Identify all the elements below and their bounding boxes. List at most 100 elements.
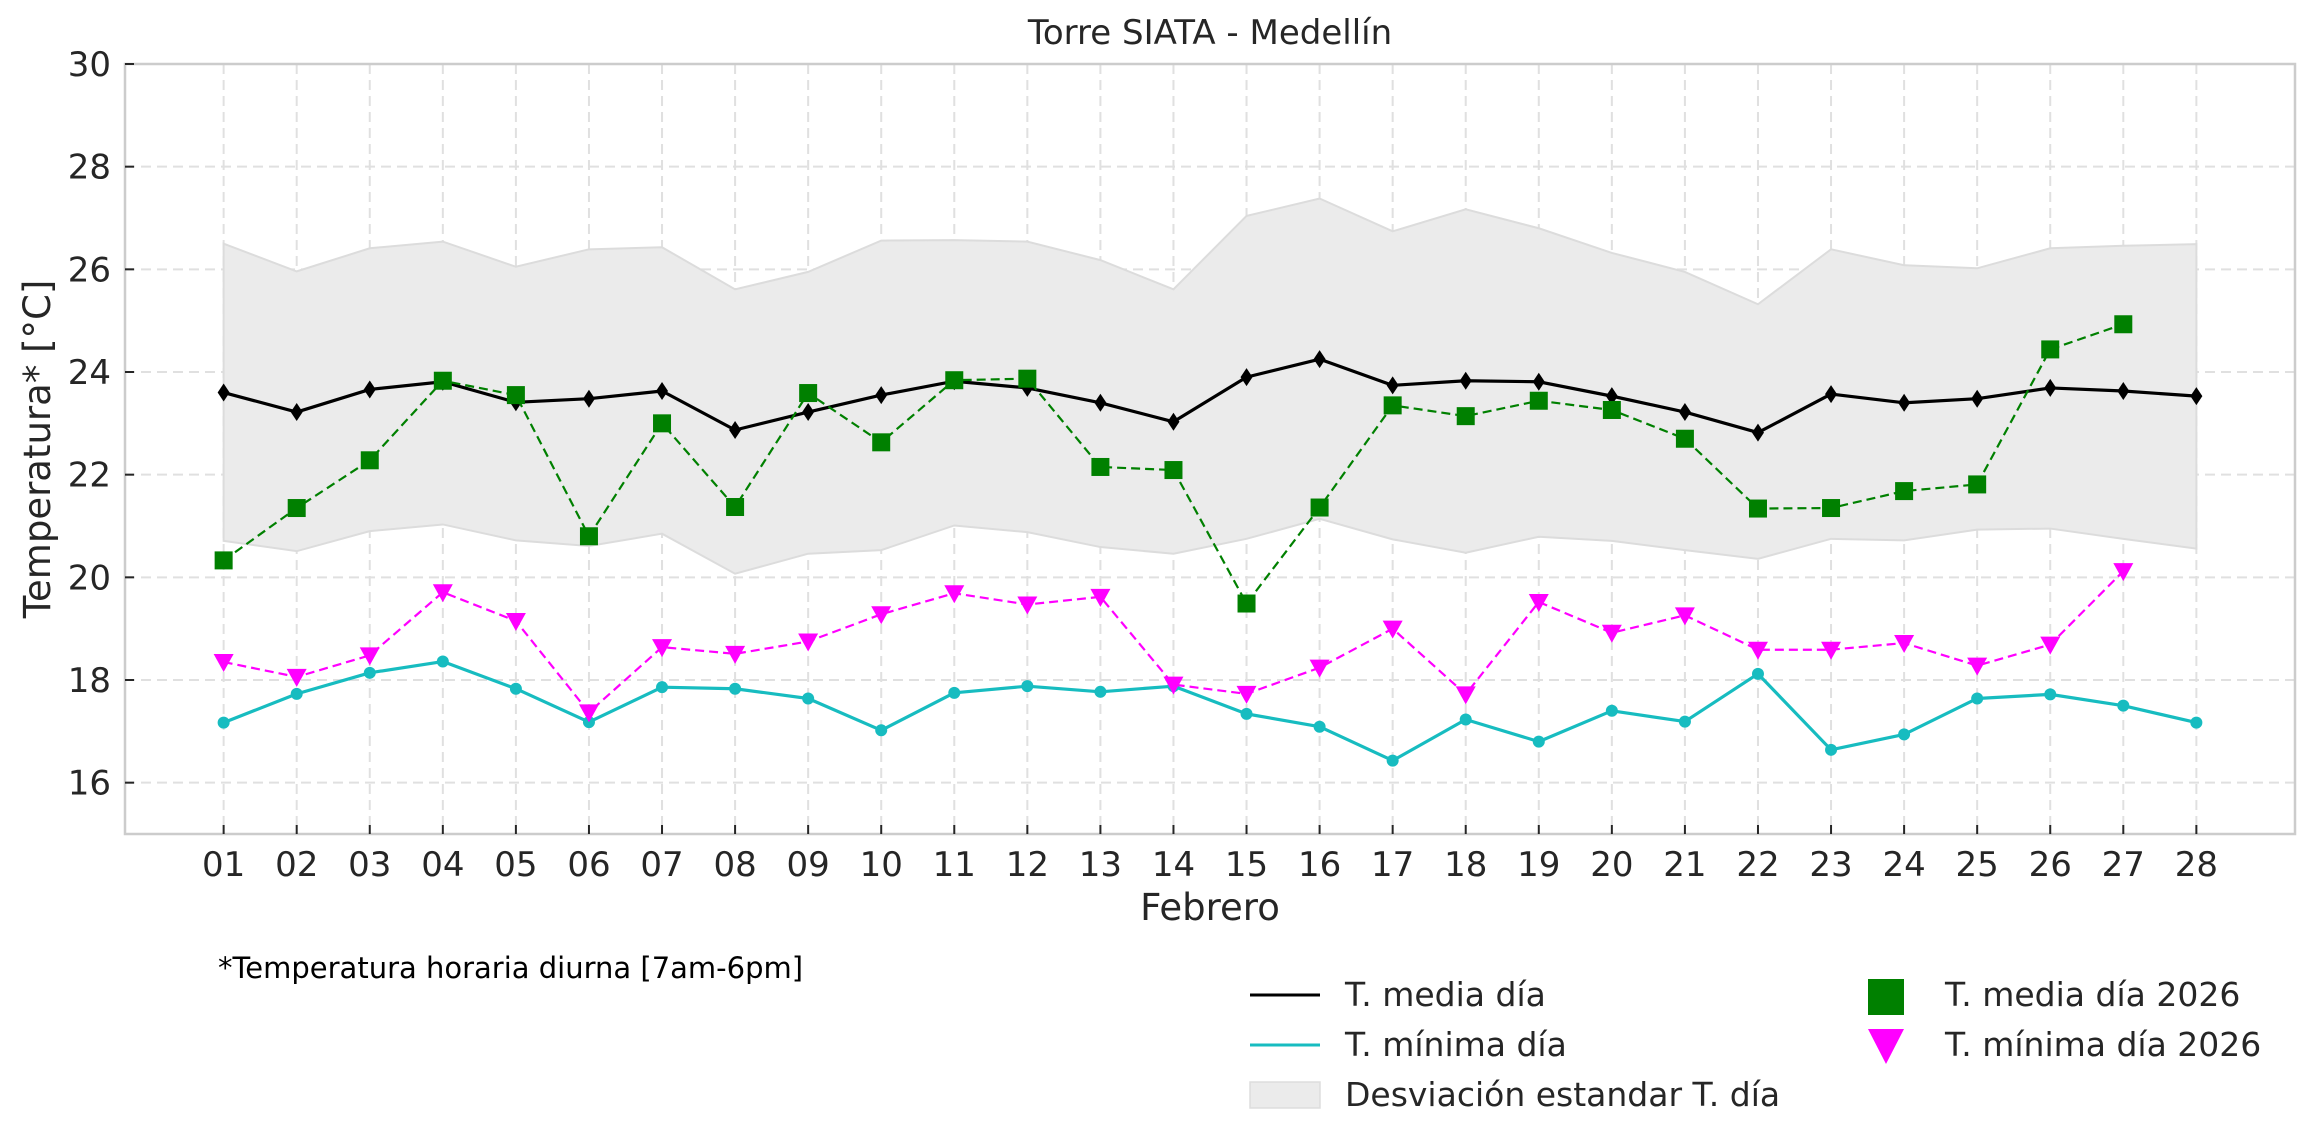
series-line	[223, 659, 2197, 763]
x-tick-label: 18	[1444, 845, 1487, 885]
data-point	[290, 403, 303, 422]
data-point	[433, 371, 452, 390]
y-tick-label: 16	[68, 764, 111, 804]
data-point	[1821, 641, 1842, 660]
data-point	[1894, 635, 1915, 654]
data-point	[1674, 607, 1695, 626]
x-tick-label: 20	[1590, 845, 1633, 885]
data-point	[2041, 340, 2060, 359]
legend-swatch-mean-2026	[1868, 979, 1904, 1015]
x-tick-label: 06	[567, 845, 610, 885]
y-tick-label: 22	[68, 456, 111, 496]
data-point	[505, 612, 526, 631]
y-tick-label: 26	[68, 250, 111, 290]
data-point	[432, 584, 453, 603]
y-tick-label: 30	[68, 45, 111, 85]
data-point	[1164, 461, 1183, 480]
data-point	[944, 585, 965, 604]
x-tick-label: 17	[1371, 845, 1414, 885]
x-tick-label: 03	[348, 845, 391, 885]
data-point	[875, 386, 888, 405]
data-point	[1895, 482, 1914, 501]
data-point	[802, 403, 815, 422]
data-point	[506, 386, 525, 405]
data-point	[2190, 387, 2203, 406]
data-point	[2040, 636, 2061, 655]
x-axis-label: Febrero	[1140, 886, 1280, 929]
legend-swatch-std	[1249, 1081, 1321, 1109]
data-point	[1601, 624, 1622, 643]
data-point	[1605, 704, 1618, 717]
data-point	[1456, 407, 1475, 426]
data-point	[1532, 372, 1545, 391]
data-point	[1386, 754, 1399, 767]
data-point	[286, 668, 307, 687]
data-point	[578, 704, 599, 723]
data-point	[1240, 707, 1253, 720]
data-point	[948, 686, 961, 699]
data-point	[363, 666, 376, 679]
x-tick-label: 24	[1882, 845, 1925, 885]
data-point	[802, 692, 815, 705]
series-t-media-d-a-2026	[214, 315, 2133, 613]
legend: T. media día T. mínima día Desviación es…	[1249, 975, 2261, 1114]
data-point	[729, 682, 742, 695]
x-tick-label: 04	[421, 845, 464, 885]
footnote: *Temperatura horaria diurna [7am-6pm]	[218, 951, 803, 985]
series-line	[223, 570, 2125, 714]
data-point	[1898, 728, 1911, 741]
data-point	[1532, 735, 1545, 748]
data-point	[359, 647, 380, 666]
data-point	[652, 639, 673, 658]
legend-label-mean-2026: T. media día 2026	[1944, 975, 2240, 1014]
data-point	[2117, 381, 2130, 400]
x-tick-label: 28	[2175, 845, 2218, 885]
data-point	[1675, 429, 1694, 448]
data-point	[1382, 620, 1403, 639]
data-point	[1017, 596, 1038, 615]
data-point	[1167, 412, 1180, 431]
y-tick-label: 18	[68, 661, 111, 701]
data-point	[1163, 676, 1184, 695]
data-point	[1459, 371, 1472, 390]
data-point	[217, 383, 230, 402]
data-point	[656, 681, 669, 694]
y-tick-label: 20	[68, 558, 111, 598]
data-point	[2114, 315, 2133, 334]
x-tick-label: 11	[933, 845, 976, 885]
data-point	[1751, 667, 1764, 680]
data-point	[1967, 657, 1988, 676]
std-deviation-band	[222, 197, 2198, 575]
x-tick-label: 14	[1152, 845, 1195, 885]
x-tick-label: 02	[275, 845, 318, 885]
data-point	[360, 451, 379, 470]
data-point	[1236, 685, 1257, 704]
x-tick-label: 16	[1298, 845, 1341, 885]
data-point	[1313, 720, 1326, 733]
data-point	[363, 380, 376, 399]
data-point	[1678, 715, 1691, 728]
data-point	[1383, 396, 1402, 415]
y-tick-label: 24	[68, 353, 111, 393]
data-point	[2117, 699, 2130, 712]
data-point	[2044, 378, 2057, 397]
data-point	[217, 716, 230, 729]
data-point	[871, 606, 892, 625]
data-point	[213, 654, 234, 673]
x-tick-label: 15	[1225, 845, 1268, 885]
data-point	[1018, 369, 1037, 388]
legend-label-min-2026: T. mínima día 2026	[1944, 1025, 2261, 1064]
legend-label-std: Desviación estandar T. día	[1345, 1075, 1780, 1114]
data-point	[1748, 499, 1767, 518]
x-tick-label: 26	[2029, 845, 2072, 885]
data-point	[1091, 457, 1110, 476]
legend-swatch-min-2026	[1868, 1029, 1904, 1064]
data-point	[1090, 588, 1111, 607]
data-point	[653, 414, 672, 433]
data-point	[509, 682, 522, 695]
data-point	[1602, 400, 1621, 419]
data-point	[1313, 350, 1326, 369]
data-point	[1968, 475, 1987, 494]
x-tick-label: 09	[787, 845, 830, 885]
